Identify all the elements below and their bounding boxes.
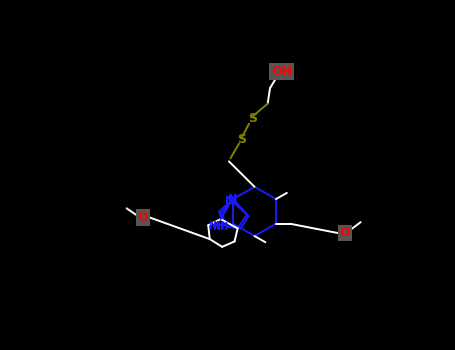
Text: N: N <box>228 194 238 204</box>
Text: S: S <box>238 133 247 146</box>
Text: N: N <box>228 194 237 204</box>
Text: N: N <box>224 196 234 205</box>
Text: NH: NH <box>209 221 225 231</box>
Text: O: O <box>137 211 148 224</box>
Text: NH: NH <box>212 222 229 232</box>
Text: OH: OH <box>271 65 292 78</box>
Text: O: O <box>340 226 350 239</box>
Text: S: S <box>248 112 257 126</box>
